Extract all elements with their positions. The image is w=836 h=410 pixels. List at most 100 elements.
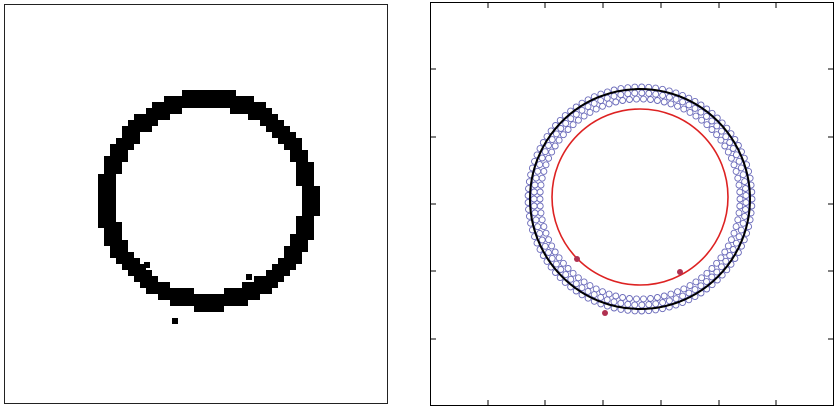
edge-point xyxy=(559,259,567,267)
ring-pixel xyxy=(182,102,188,108)
ring-pixel xyxy=(308,198,314,204)
edge-point xyxy=(624,90,632,98)
edge-point xyxy=(747,209,755,217)
edge-point xyxy=(542,229,550,237)
edge-point xyxy=(708,117,716,125)
edge-point xyxy=(685,289,693,297)
ring-pixel xyxy=(302,240,308,246)
ring-pixel xyxy=(104,192,110,198)
edge-point xyxy=(718,263,725,271)
edge-point xyxy=(590,291,598,299)
ring-pixel xyxy=(164,288,170,294)
ring-pixel xyxy=(230,90,236,96)
ring-pixel xyxy=(110,186,116,192)
ring-pixel xyxy=(164,108,170,114)
edge-point xyxy=(540,223,548,231)
edge-point xyxy=(605,100,613,108)
ring-pixel xyxy=(230,294,236,300)
ring-pixel xyxy=(302,216,308,222)
ring-pixel xyxy=(146,276,152,282)
ring-pixel xyxy=(140,276,146,282)
edge-point xyxy=(626,295,633,302)
ring-pixel xyxy=(308,174,314,180)
edge-point xyxy=(551,248,559,256)
ring-pixel xyxy=(302,198,308,204)
ring-pixel xyxy=(188,288,194,294)
edge-point xyxy=(730,229,738,237)
ring-pixel xyxy=(146,282,152,288)
ring-pixel xyxy=(248,294,254,300)
ring-pixel xyxy=(188,300,194,306)
ring-pixel xyxy=(296,222,302,228)
edge-point xyxy=(617,91,625,99)
edge-point xyxy=(721,248,729,256)
ring-pixel xyxy=(152,120,158,126)
edge-point xyxy=(692,278,700,286)
edge-point xyxy=(564,126,572,133)
ring-pixel xyxy=(104,228,110,234)
edge-point xyxy=(532,174,540,182)
ring-pixel xyxy=(104,186,110,192)
ring-pixel xyxy=(110,216,116,222)
ring-pixel xyxy=(128,264,134,270)
ring-pixel xyxy=(134,258,140,264)
edge-point xyxy=(727,154,735,162)
ring-pixel xyxy=(266,108,272,114)
edge-point xyxy=(638,89,646,97)
ring-pixel xyxy=(158,282,164,288)
edge-point xyxy=(734,174,742,182)
edge-point xyxy=(736,202,744,210)
edge-point xyxy=(597,293,605,301)
ring-pixel xyxy=(134,264,140,270)
ring-pixel xyxy=(104,210,110,216)
ring-pixel xyxy=(236,108,242,114)
ring-pixel xyxy=(110,150,116,156)
edge-point xyxy=(736,188,744,196)
edge-point xyxy=(735,209,743,217)
ring-pixel xyxy=(290,132,296,138)
ring-pixel xyxy=(290,252,296,258)
edge-point xyxy=(735,233,743,241)
ring-pixel xyxy=(224,96,230,102)
ring-pixel xyxy=(206,96,212,102)
ring-pixel xyxy=(308,192,314,198)
edge-point xyxy=(559,131,567,139)
edge-point xyxy=(631,301,639,309)
edge-point xyxy=(741,178,749,186)
ring-pixel xyxy=(140,282,146,288)
ring-pixel xyxy=(272,282,278,288)
edge-point xyxy=(586,108,594,116)
ring-pixel xyxy=(266,120,272,126)
stray-pixel xyxy=(246,274,252,280)
ring-pixel xyxy=(266,270,272,276)
ring-pixel xyxy=(104,234,110,240)
ring-pixel xyxy=(278,132,284,138)
edge-point xyxy=(742,192,750,199)
ring-pixel xyxy=(230,96,236,102)
edge-point xyxy=(708,265,716,272)
ring-pixel xyxy=(248,282,254,288)
ring-pixel xyxy=(308,204,314,210)
edge-point xyxy=(638,301,646,309)
edge-point xyxy=(691,286,699,294)
ring-pixel xyxy=(308,162,314,168)
ring-pixel xyxy=(248,108,254,114)
ring-pixel xyxy=(284,264,290,270)
edge-point xyxy=(713,131,721,139)
edge-point xyxy=(612,292,620,300)
ring-pixel xyxy=(302,174,308,180)
ring-pixel xyxy=(104,240,110,246)
edge-point xyxy=(531,209,539,217)
outlier-points xyxy=(574,256,683,316)
ring-pixel xyxy=(236,300,242,306)
ring-pixel xyxy=(212,294,218,300)
ring-pixel xyxy=(140,264,146,270)
edge-point xyxy=(567,275,575,283)
edge-point xyxy=(672,295,680,303)
ring-pixel xyxy=(146,288,152,294)
ring-pixel xyxy=(182,90,188,96)
edge-point xyxy=(713,122,721,130)
circle-fit-panel xyxy=(430,2,834,406)
ring-pixel xyxy=(308,222,314,228)
ring-pixel xyxy=(218,306,224,312)
